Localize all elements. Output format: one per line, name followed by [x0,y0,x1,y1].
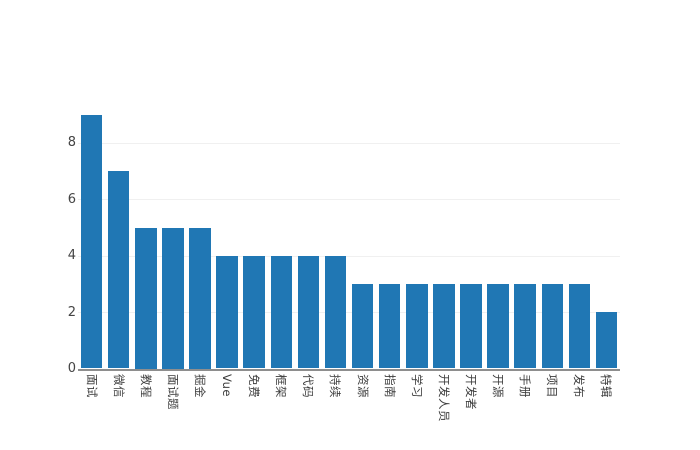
x-tick-label: 掘金 [192,374,207,398]
bar[interactable] [568,283,591,369]
bar[interactable] [541,283,563,369]
y-gridline [78,312,620,314]
x-tick-label: 发布 [572,374,587,398]
bar[interactable] [270,255,292,369]
bar[interactable] [297,255,320,369]
y-tick-label: 8 [67,135,76,151]
bar[interactable] [351,283,374,369]
x-tick-label: 指南 [382,374,397,398]
x-tick-label: 教程 [138,374,153,398]
y-gridline [78,255,620,257]
bar[interactable] [487,283,509,369]
y-gridline [78,142,620,144]
bar[interactable] [460,283,482,369]
bar[interactable] [107,171,130,369]
bar[interactable] [433,283,455,369]
bar[interactable] [80,114,103,369]
x-tick-label: 微信 [111,374,126,398]
bar[interactable] [324,255,347,369]
bar[interactable] [216,255,238,369]
y-tick-label: 4 [67,248,76,264]
bar[interactable] [595,312,618,369]
x-tick-label: 学习 [409,374,424,398]
x-tick-label: Vue [220,374,235,397]
x-tick-label: 框架 [274,374,289,398]
x-tick-label: 手册 [518,374,533,398]
bar[interactable] [406,283,428,369]
y-tick-label: 6 [67,191,76,207]
x-tick-label: 面试题 [165,374,180,410]
x-tick-label: 开发人员 [436,374,451,422]
bar[interactable] [514,283,536,369]
y-gridline [78,199,620,201]
x-tick-label: 代码 [301,374,316,398]
y-tick-label: 2 [67,304,76,320]
bar[interactable] [135,227,157,369]
x-tick-label: 持续 [328,374,343,398]
bar[interactable] [243,255,265,369]
bar[interactable] [378,283,401,369]
x-tick-label: 开源 [491,374,506,398]
x-tick-label: 面试 [84,374,99,398]
x-tick-label: 资源 [355,374,370,398]
x-tick-label: 项目 [545,374,560,398]
x-axis-line [78,368,620,371]
y-tick-label: 0 [67,361,76,376]
x-tick-label: 开发者 [463,374,478,410]
x-tick-label: 特辑 [599,374,614,398]
bar[interactable] [189,227,211,369]
bar[interactable] [162,227,184,369]
x-tick-label: 免费 [247,374,262,398]
